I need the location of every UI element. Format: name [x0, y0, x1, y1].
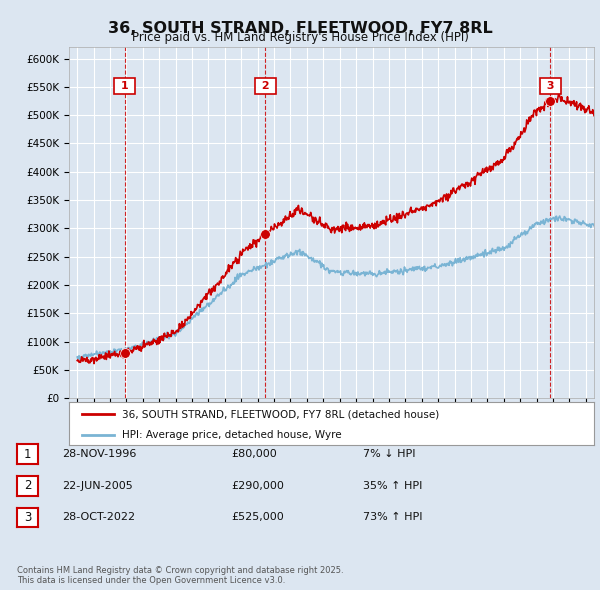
Text: 22-JUN-2005: 22-JUN-2005 [62, 481, 133, 490]
Text: 7% ↓ HPI: 7% ↓ HPI [363, 449, 415, 458]
Text: £290,000: £290,000 [231, 481, 284, 490]
Text: £525,000: £525,000 [231, 513, 284, 522]
Text: Price paid vs. HM Land Registry's House Price Index (HPI): Price paid vs. HM Land Registry's House … [131, 31, 469, 44]
Text: 28-OCT-2022: 28-OCT-2022 [62, 513, 135, 522]
Text: 73% ↑ HPI: 73% ↑ HPI [363, 513, 422, 522]
Text: £80,000: £80,000 [231, 449, 277, 458]
Text: 28-NOV-1996: 28-NOV-1996 [62, 449, 136, 458]
Text: 36, SOUTH STRAND, FLEETWOOD, FY7 8RL: 36, SOUTH STRAND, FLEETWOOD, FY7 8RL [107, 21, 493, 35]
Text: 2: 2 [257, 81, 273, 91]
Text: Contains HM Land Registry data © Crown copyright and database right 2025.
This d: Contains HM Land Registry data © Crown c… [17, 566, 343, 585]
Text: 36, SOUTH STRAND, FLEETWOOD, FY7 8RL (detached house): 36, SOUTH STRAND, FLEETWOOD, FY7 8RL (de… [121, 409, 439, 419]
Text: 2: 2 [24, 479, 31, 493]
Text: 35% ↑ HPI: 35% ↑ HPI [363, 481, 422, 490]
Text: 1: 1 [24, 447, 31, 461]
Text: 3: 3 [24, 511, 31, 525]
Text: HPI: Average price, detached house, Wyre: HPI: Average price, detached house, Wyre [121, 430, 341, 440]
Text: 3: 3 [542, 81, 558, 91]
Text: 1: 1 [117, 81, 133, 91]
